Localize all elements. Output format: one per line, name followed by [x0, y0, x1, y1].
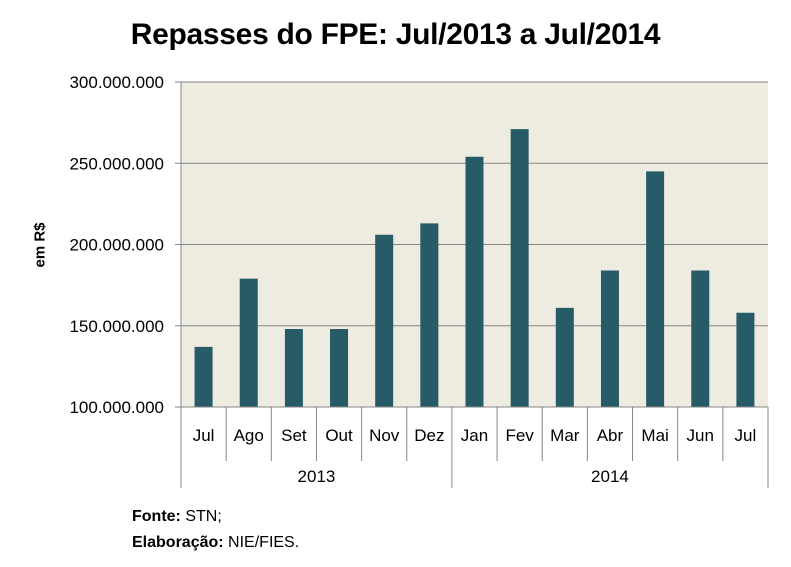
y-tick-label: 150.000.000 [69, 317, 164, 336]
x-tick-label: Ago [234, 426, 264, 445]
x-tick-label: Jan [461, 426, 488, 445]
bar [691, 270, 710, 407]
y-tick-label: 200.000.000 [69, 236, 164, 255]
footer-source: Fonte: STN; [132, 508, 222, 526]
y-tick-label: 250.000.000 [69, 154, 164, 173]
source-value: STN; [185, 508, 222, 525]
bar [510, 129, 529, 407]
group-label: 2013 [298, 467, 336, 486]
bar [375, 234, 394, 407]
source-label: Fonte: [132, 508, 181, 525]
bar [420, 223, 439, 407]
elaboration-label: Elaboração: [132, 534, 224, 551]
x-tick-label: Abr [597, 426, 624, 445]
x-tick-label: Jun [687, 426, 714, 445]
group-label: 2014 [591, 467, 629, 486]
x-tick-label: Fev [505, 426, 534, 445]
bar [646, 171, 665, 407]
x-tick-label: Set [281, 426, 307, 445]
y-tick-label: 100.000.000 [69, 398, 164, 417]
x-tick-label: Jul [735, 426, 757, 445]
x-tick-label: Mai [641, 426, 668, 445]
bar [736, 312, 755, 407]
y-tick-label: 300.000.000 [69, 73, 164, 92]
x-tick-label: Nov [369, 426, 400, 445]
bar [194, 346, 213, 407]
x-tick-label: Out [325, 426, 353, 445]
footer-elaboration: Elaboração: NIE/FIES. [132, 534, 299, 552]
x-tick-label: Jul [193, 426, 215, 445]
elaboration-value: NIE/FIES. [228, 534, 300, 551]
chart-title: Repasses do FPE: Jul/2013 a Jul/2014 [130, 18, 661, 51]
bar [465, 156, 484, 407]
x-tick-label: Dez [414, 426, 444, 445]
bar [239, 278, 258, 407]
bar [284, 329, 303, 407]
x-tick-label: Mar [550, 426, 580, 445]
bar [330, 329, 349, 407]
bar [555, 307, 574, 407]
bar [600, 270, 619, 407]
